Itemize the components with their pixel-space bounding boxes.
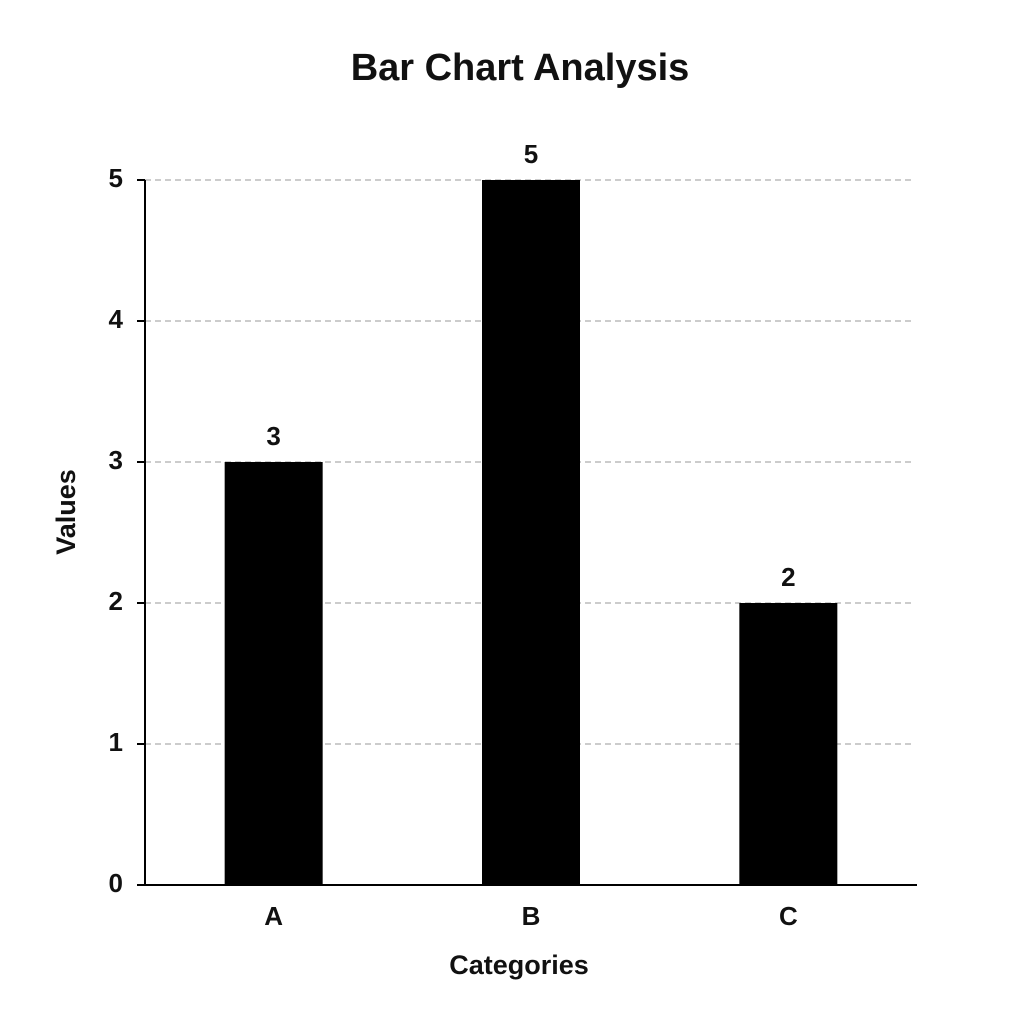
chart-title: Bar Chart Analysis [351,47,690,89]
bar [224,462,323,885]
x-tick-label: C [779,901,798,931]
x-tick-label: A [264,901,283,931]
data-label: 2 [781,562,795,592]
bar [482,180,580,885]
data-label: 3 [266,421,280,451]
y-tick-label: 0 [109,868,123,898]
data-label: 5 [524,139,538,169]
y-tick-label: 1 [109,727,123,757]
y-tick-label: 3 [109,445,123,475]
y-tick-label: 5 [109,163,123,193]
y-tick-label: 2 [109,586,123,616]
x-tick-label: B [522,901,541,931]
bar [739,603,838,885]
y-tick-label: 4 [109,304,124,334]
y-axis-label: Values [51,469,81,555]
x-axis-label: Categories [449,950,589,980]
